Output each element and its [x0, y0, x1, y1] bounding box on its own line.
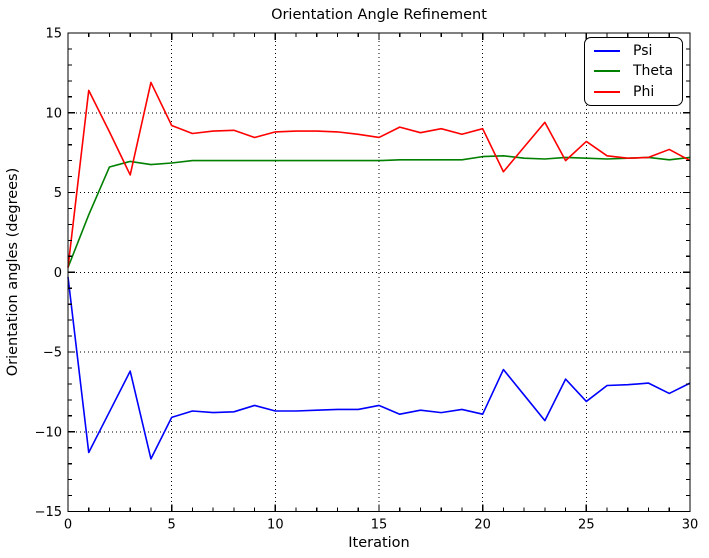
legend-label-theta: Theta [633, 63, 674, 80]
x-tick-label: 15 [371, 518, 388, 533]
series-line-theta [67, 155, 691, 268]
y-tick-label: 5 [54, 186, 62, 201]
legend: Psi Theta Phi [584, 37, 683, 106]
x-tick-label: 0 [64, 518, 72, 533]
x-tick-label: 25 [578, 518, 595, 533]
legend-label-phi: Phi [633, 83, 655, 100]
legend-line-theta-icon [594, 70, 620, 73]
legend-line-phi-icon [594, 90, 620, 93]
y-tick-label: −15 [35, 505, 62, 520]
y-tick-label: 15 [45, 27, 62, 42]
y-tick-label: 10 [45, 106, 62, 121]
x-tick-label: 10 [267, 518, 284, 533]
legend-item-theta: Theta [585, 62, 682, 80]
legend-item-psi: Psi [585, 42, 682, 60]
x-tick-label: 30 [682, 518, 699, 533]
x-tick-label: 5 [168, 518, 176, 533]
y-tick-label: 0 [54, 266, 62, 281]
series-line-phi [67, 81, 691, 268]
y-tick-label: −10 [35, 425, 62, 440]
legend-item-phi: Phi [585, 83, 682, 101]
x-axis-label: Iteration [348, 535, 410, 551]
legend-label-psi: Psi [633, 43, 653, 60]
series-line-psi [67, 276, 691, 460]
chart-title: Orientation Angle Refinement [271, 7, 487, 23]
x-tick-label: 20 [474, 518, 491, 533]
legend-line-psi-icon [594, 50, 620, 53]
y-tick-label: −5 [43, 346, 62, 361]
